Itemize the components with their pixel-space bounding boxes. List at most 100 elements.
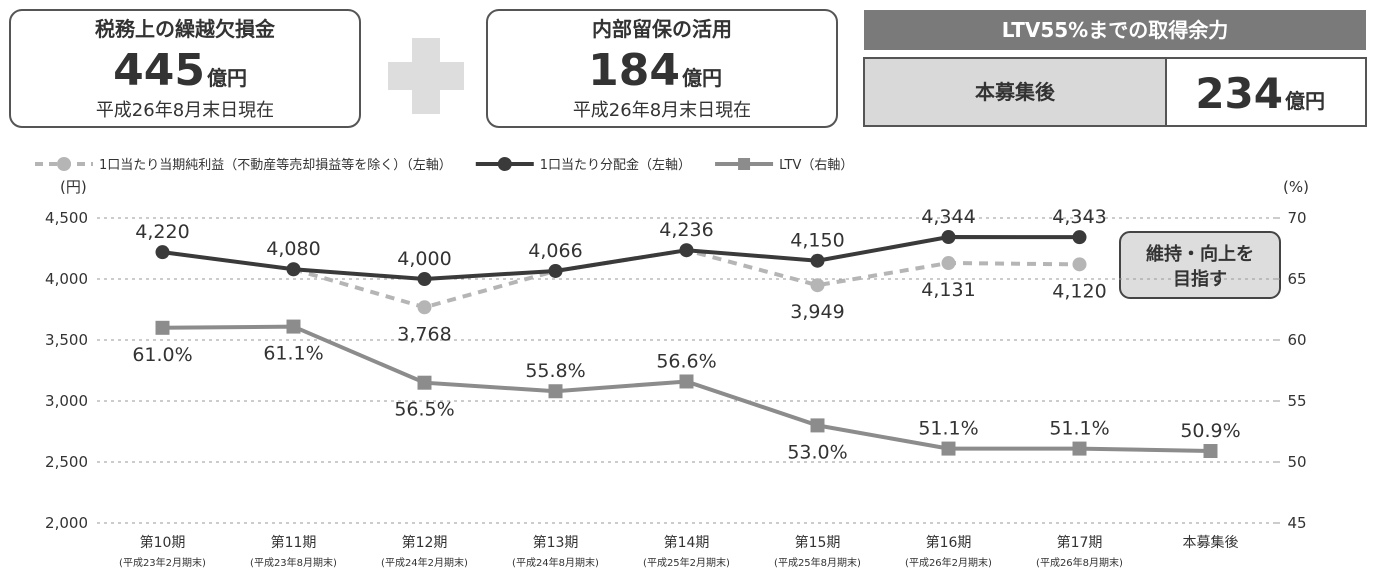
point xyxy=(417,272,432,286)
data-label: 51.1% xyxy=(918,418,978,440)
y-tick-label: 4,000 xyxy=(45,270,88,288)
data-label: 4,236 xyxy=(659,219,713,241)
y2-tick-label: 60 xyxy=(1287,331,1306,349)
y2-tick-label: 45 xyxy=(1287,514,1306,532)
y2-axis-label: (%) xyxy=(1283,178,1309,196)
point xyxy=(941,256,956,271)
x-tick-label: 第11期 xyxy=(271,534,317,551)
point xyxy=(286,319,301,334)
point xyxy=(810,278,825,293)
data-label: 51.1% xyxy=(1049,418,1109,440)
y-tick-label: 3,500 xyxy=(45,331,88,349)
data-label: 4,120 xyxy=(1052,280,1106,302)
data-label: 4,080 xyxy=(266,238,320,260)
panel-label: 本募集後 xyxy=(975,80,1056,104)
point xyxy=(548,384,563,399)
point xyxy=(941,230,956,245)
legend-marker xyxy=(57,157,71,171)
point xyxy=(155,245,170,260)
panel-value: 234 xyxy=(1195,69,1283,118)
panel-title: 内部留保の活用 xyxy=(592,17,732,41)
point xyxy=(1072,257,1087,272)
x-tick-sublabel: (平成23年2月期末) xyxy=(119,556,206,569)
x-tick-sublabel: (平成23年8月期末) xyxy=(250,556,337,569)
panel-unit: 億円 xyxy=(1285,89,1325,113)
data-label: 4,000 xyxy=(397,248,451,270)
y2-tick-label: 50 xyxy=(1287,453,1306,471)
panel-value: 445 xyxy=(113,45,205,96)
data-label: 4,131 xyxy=(921,279,975,301)
point xyxy=(1072,230,1087,245)
plus-icon xyxy=(388,38,464,114)
y2-tick-label: 55 xyxy=(1287,392,1306,410)
point xyxy=(810,418,825,433)
data-label: 3,768 xyxy=(397,323,451,345)
y2-tick-label: 70 xyxy=(1287,209,1306,227)
panel-header: LTV55%までの取得余力 xyxy=(1002,18,1228,42)
data-label: 56.6% xyxy=(656,350,716,372)
x-tick-label: 第17期 xyxy=(1057,534,1103,551)
data-label: 3,949 xyxy=(790,301,844,323)
x-tick-label: 第14期 xyxy=(664,534,710,551)
data-label: 55.8% xyxy=(525,360,585,382)
point xyxy=(417,375,432,390)
x-tick-label: 本募集後 xyxy=(1183,534,1239,551)
panel-title: 税務上の繰越欠損金 xyxy=(95,17,276,41)
point xyxy=(155,320,170,335)
data-label: 4,220 xyxy=(135,221,189,243)
annotation-box xyxy=(1119,231,1281,299)
y-axis-label: (円) xyxy=(60,178,87,196)
y2-tick-label: 65 xyxy=(1287,270,1306,288)
x-tick-label: 第13期 xyxy=(533,534,579,551)
legend-marker xyxy=(497,157,512,171)
x-tick-label: 第10期 xyxy=(140,534,186,551)
point xyxy=(1203,444,1218,459)
y-tick-label: 3,000 xyxy=(45,392,88,410)
panel-header-bg xyxy=(864,10,1366,50)
x-tick-label: 第15期 xyxy=(795,534,841,551)
point xyxy=(417,300,432,315)
x-tick-label: 第16期 xyxy=(926,534,972,551)
panel-box xyxy=(486,9,838,128)
data-label: 53.0% xyxy=(787,441,847,463)
panel-value-cell xyxy=(1165,57,1367,127)
x-tick-label: 第12期 xyxy=(402,534,448,551)
series-line xyxy=(162,235,1080,282)
x-tick-sublabel: (平成26年8月期末) xyxy=(1036,556,1123,569)
data-label: 61.0% xyxy=(132,344,192,366)
x-tick-sublabel: (平成24年8月期末) xyxy=(512,556,599,569)
panel-value: 184 xyxy=(588,45,680,96)
legend-label: 1口当たり当期純利益（不動産等売却損益等を除く）（左軸） xyxy=(99,157,452,173)
x-tick-sublabel: (平成26年2月期末) xyxy=(905,556,992,569)
legend-marker xyxy=(738,158,751,170)
data-label: 56.5% xyxy=(394,399,454,421)
annotation: 目指す xyxy=(1173,268,1227,290)
legend-label: 1口当たり分配金（左軸） xyxy=(540,157,691,173)
legend-label: LTV（右軸） xyxy=(779,158,853,173)
panel-box xyxy=(9,9,361,128)
data-label: 4,343 xyxy=(1052,206,1106,228)
point xyxy=(679,374,694,389)
y-tick-label: 4,500 xyxy=(45,209,88,227)
data-label: 4,150 xyxy=(790,230,844,252)
point xyxy=(548,263,563,278)
data-label: 61.1% xyxy=(263,343,323,365)
x-tick-sublabel: (平成25年2月期末) xyxy=(643,556,730,569)
point xyxy=(941,441,956,456)
point xyxy=(1072,441,1087,456)
data-label: 50.9% xyxy=(1180,420,1240,442)
point xyxy=(679,243,694,258)
annotation: 維持・向上を xyxy=(1146,243,1254,265)
panel-unit: 億円 xyxy=(682,66,722,90)
data-label: 4,066 xyxy=(528,240,582,262)
x-tick-sublabel: (平成24年2月期末) xyxy=(381,556,468,569)
y-tick-label: 2,500 xyxy=(45,453,88,471)
panel-note: 平成26年8月末日現在 xyxy=(573,100,751,121)
panel-unit: 億円 xyxy=(207,66,247,90)
y-tick-label: 2,000 xyxy=(45,514,88,532)
data-label: 4,344 xyxy=(921,206,975,228)
panel-note: 平成26年8月末日現在 xyxy=(96,100,274,121)
x-tick-sublabel: (平成25年8月期末) xyxy=(774,556,861,569)
point xyxy=(286,262,301,277)
